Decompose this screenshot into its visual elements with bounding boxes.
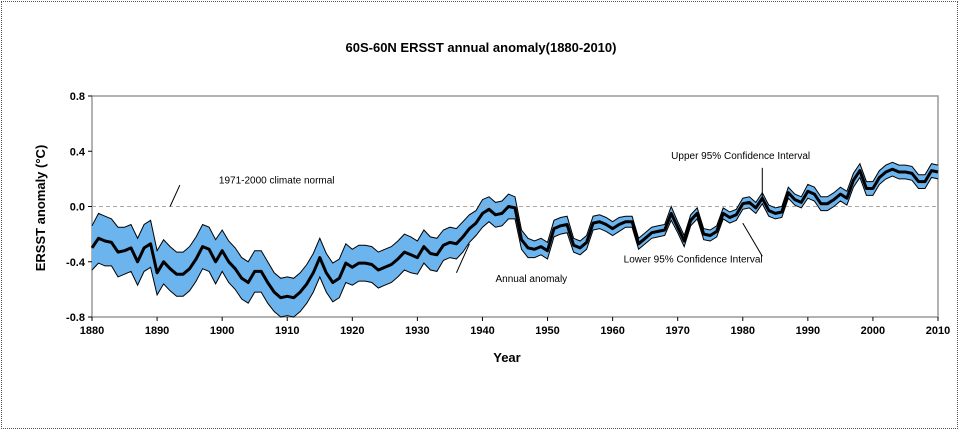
y-tick-label: 0.0: [70, 202, 85, 214]
series-line-lower-ci: [91, 175, 939, 318]
y-tick-label: -0.8: [66, 312, 85, 324]
annotation-layer: 1971-2000 climate normal Annual anomaly Up…: [169, 151, 810, 285]
chart-title: 60S-60N ERSST annual anomaly(1880-2010): [346, 40, 617, 55]
y-tick-label: -0.4: [66, 257, 86, 269]
confidence-band: [92, 162, 938, 317]
axis-layer: 1880 1890 1900 1910 1920 1930 1940 1950 1960 1970…: [66, 91, 950, 337]
annotation-pointer: [169, 184, 181, 207]
x-tick-label: 2000: [861, 325, 885, 337]
series-layer: [90, 161, 939, 318]
series-line-annual-anomaly: [90, 167, 939, 300]
y-axis-title: ERSST anomaly (°C): [33, 145, 48, 272]
series-line-upper-ci: [91, 161, 939, 279]
annotation-pointer: [742, 222, 763, 257]
x-tick-label: 1880: [80, 325, 104, 337]
x-tick-label: 2010: [926, 325, 950, 337]
x-tick-label: 1980: [731, 325, 755, 337]
x-tick-label: 1950: [535, 325, 559, 337]
x-tick-label: 1990: [796, 325, 820, 337]
y-tick-label: 0.4: [70, 146, 86, 158]
y-tick-label: 0.8: [70, 91, 85, 103]
x-tick-label: 1900: [210, 325, 234, 337]
annotation-label: Annual anomaly: [495, 274, 567, 285]
x-tick-label: 1910: [275, 325, 299, 337]
x-tick-label: 1930: [405, 325, 429, 337]
confidence-band-layer: [92, 162, 938, 317]
x-tick-label: 1890: [145, 325, 169, 337]
x-tick-label: 1920: [340, 325, 364, 337]
annotation-label: Lower 95% Confidence Interval: [624, 254, 763, 265]
annotation-label: 1971-2000 climate normal: [219, 176, 335, 187]
x-tick-label: 1960: [600, 325, 624, 337]
annotation-label: Upper 95% Confidence Interval: [671, 151, 810, 162]
annotation-pointer: [455, 243, 470, 274]
x-tick-label: 1940: [470, 325, 494, 337]
x-tick-label: 1970: [665, 325, 689, 337]
x-axis-title: Year: [493, 350, 520, 365]
